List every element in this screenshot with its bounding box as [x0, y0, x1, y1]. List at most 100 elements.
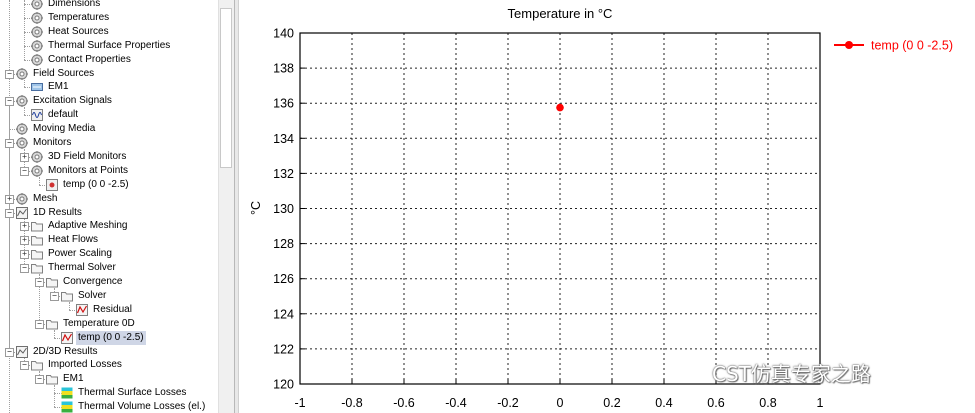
tree-horizontal-line: [24, 170, 36, 172]
signal-icon: [31, 109, 43, 122]
tree-horizontal-line: [24, 365, 36, 367]
result-1d-icon: [16, 206, 28, 219]
surface-map-icon: [61, 387, 73, 399]
x-tick-label: 0.6: [707, 396, 724, 410]
tree-vertical-line: [39, 176, 40, 185]
tree-item[interactable]: − Monitors: [0, 136, 218, 150]
tree-item[interactable]: + Mesh: [0, 192, 218, 206]
collapse-toggle-icon[interactable]: −: [5, 347, 14, 357]
tree-item[interactable]: Heat Sources: [0, 25, 218, 39]
tree-item[interactable]: + Adaptive Meshing: [0, 219, 218, 233]
gear-icon: [31, 25, 43, 38]
tree-vertical-line: [24, 156, 25, 171]
gear-icon: [31, 39, 43, 52]
tree-vertical-line: [54, 329, 55, 338]
expand-toggle-icon[interactable]: +: [20, 222, 29, 232]
collapse-toggle-icon[interactable]: −: [35, 278, 44, 287]
tree-horizontal-line: [24, 17, 36, 19]
tree-item[interactable]: + Power Scaling: [0, 247, 218, 261]
tree-item[interactable]: − Field Sources: [0, 67, 218, 81]
legend-label: temp (0 0 -2.5): [871, 39, 953, 53]
gear-icon: [16, 137, 28, 149]
tree-horizontal-line: [24, 59, 36, 61]
result-2d3d-icon: [16, 345, 28, 358]
tree-item-label: Thermal Volume Losses (el.): [78, 401, 206, 413]
tree-item-label: Solver: [78, 289, 107, 301]
tree-item[interactable]: +3D Field Monitors: [0, 150, 218, 164]
tree-item[interactable]: − Imported Losses: [0, 358, 218, 372]
x-tick-label: -0.2: [497, 396, 519, 410]
tree-item[interactable]: temp (0 0 -2.5): [0, 178, 218, 192]
tree-item-label: Temperature 0D: [63, 317, 135, 329]
y-tick-label: 134: [273, 132, 294, 146]
tree-item[interactable]: EM1: [0, 80, 218, 94]
tree-horizontal-line: [69, 309, 81, 311]
tree-item[interactable]: − Monitors at Points: [0, 164, 218, 178]
tree-item[interactable]: Dimensions: [0, 0, 218, 11]
tree-item[interactable]: − Temperature 0D: [0, 317, 218, 331]
tree-item[interactable]: − 2D/3D Results: [0, 345, 218, 359]
tree-horizontal-line: [24, 240, 36, 242]
tree-item[interactable]: − EM1: [0, 372, 218, 386]
collapse-toggle-icon[interactable]: −: [35, 375, 44, 385]
tree-vertical-line: [24, 107, 25, 116]
collapse-toggle-icon[interactable]: −: [5, 139, 14, 148]
tree-horizontal-line: [24, 31, 36, 33]
tree-horizontal-line: [9, 101, 21, 103]
tree-item[interactable]: Thermal Volume Losses (el.): [0, 400, 218, 413]
tree-item-label: 1D Results: [33, 206, 82, 218]
collapse-toggle-icon[interactable]: −: [20, 166, 29, 176]
pane-splitter[interactable]: [234, 0, 239, 413]
tree-item[interactable]: temp (0 0 -2.5): [0, 330, 218, 345]
tree-item[interactable]: − Excitation Signals: [0, 94, 218, 108]
tree-horizontal-line: [24, 87, 36, 89]
y-tick-label: 128: [273, 237, 294, 251]
tree-item[interactable]: Thermal Surface Properties: [0, 39, 218, 53]
expand-toggle-icon[interactable]: +: [20, 236, 29, 246]
tree-scrollbar-thumb[interactable]: [220, 8, 232, 168]
tree-horizontal-line: [24, 268, 36, 270]
tree-item[interactable]: + Heat Flows: [0, 233, 218, 247]
collapse-toggle-icon[interactable]: −: [20, 264, 29, 274]
collapse-toggle-icon[interactable]: −: [5, 69, 14, 79]
tree-vertical-line: [9, 0, 10, 74]
collapse-toggle-icon[interactable]: −: [5, 208, 14, 218]
collapse-toggle-icon[interactable]: −: [20, 361, 29, 371]
tree-item[interactable]: − Thermal Solver: [0, 261, 218, 275]
y-tick-label: 126: [273, 272, 294, 286]
tree-item[interactable]: Temperatures: [0, 11, 218, 25]
collapse-toggle-icon[interactable]: −: [5, 97, 14, 107]
tree-item-label: Adaptive Meshing: [48, 220, 128, 232]
tree-item[interactable]: − 1D Results: [0, 206, 218, 220]
tree-item-label: Imported Losses: [48, 359, 122, 371]
x-tick-label: -0.6: [393, 396, 415, 410]
expand-toggle-icon[interactable]: +: [20, 250, 29, 260]
y-tick-label: 132: [273, 167, 294, 181]
tree-item[interactable]: default: [0, 108, 218, 122]
expand-toggle-icon[interactable]: +: [5, 194, 14, 204]
collapse-toggle-icon[interactable]: −: [50, 291, 59, 301]
tree-horizontal-line: [54, 407, 66, 409]
x-tick-label: 0: [557, 396, 564, 410]
tree-item[interactable]: Residual: [0, 303, 218, 317]
tree-item-label: Temperatures: [48, 11, 110, 23]
tree-item[interactable]: − Solver: [0, 289, 218, 303]
point-monitor-icon: [46, 178, 58, 191]
y-tick-label: 120: [273, 378, 294, 392]
tree-item-label: 3D Field Monitors: [48, 150, 127, 162]
tree-item-label: Power Scaling: [48, 248, 112, 260]
collapse-toggle-icon[interactable]: −: [35, 319, 44, 329]
navigation-tree: Dimensions Temperatures Heat Sources Therma…: [0, 0, 218, 413]
gear-icon: [31, 164, 43, 177]
tree-item[interactable]: Moving Media: [0, 122, 218, 136]
tree-vertical-line: [9, 212, 10, 352]
tree-horizontal-line: [54, 295, 66, 297]
tree-item[interactable]: − Convergence: [0, 275, 218, 289]
tree-horizontal-line: [54, 337, 66, 339]
chart-title: Temperature in °C: [508, 6, 613, 21]
tree-item[interactable]: Thermal Surface Losses: [0, 386, 218, 400]
expand-toggle-icon[interactable]: +: [20, 152, 29, 162]
tree-item-label: Excitation Signals: [33, 95, 112, 107]
tree-item[interactable]: Contact Properties: [0, 53, 218, 67]
gear-icon: [31, 150, 43, 163]
